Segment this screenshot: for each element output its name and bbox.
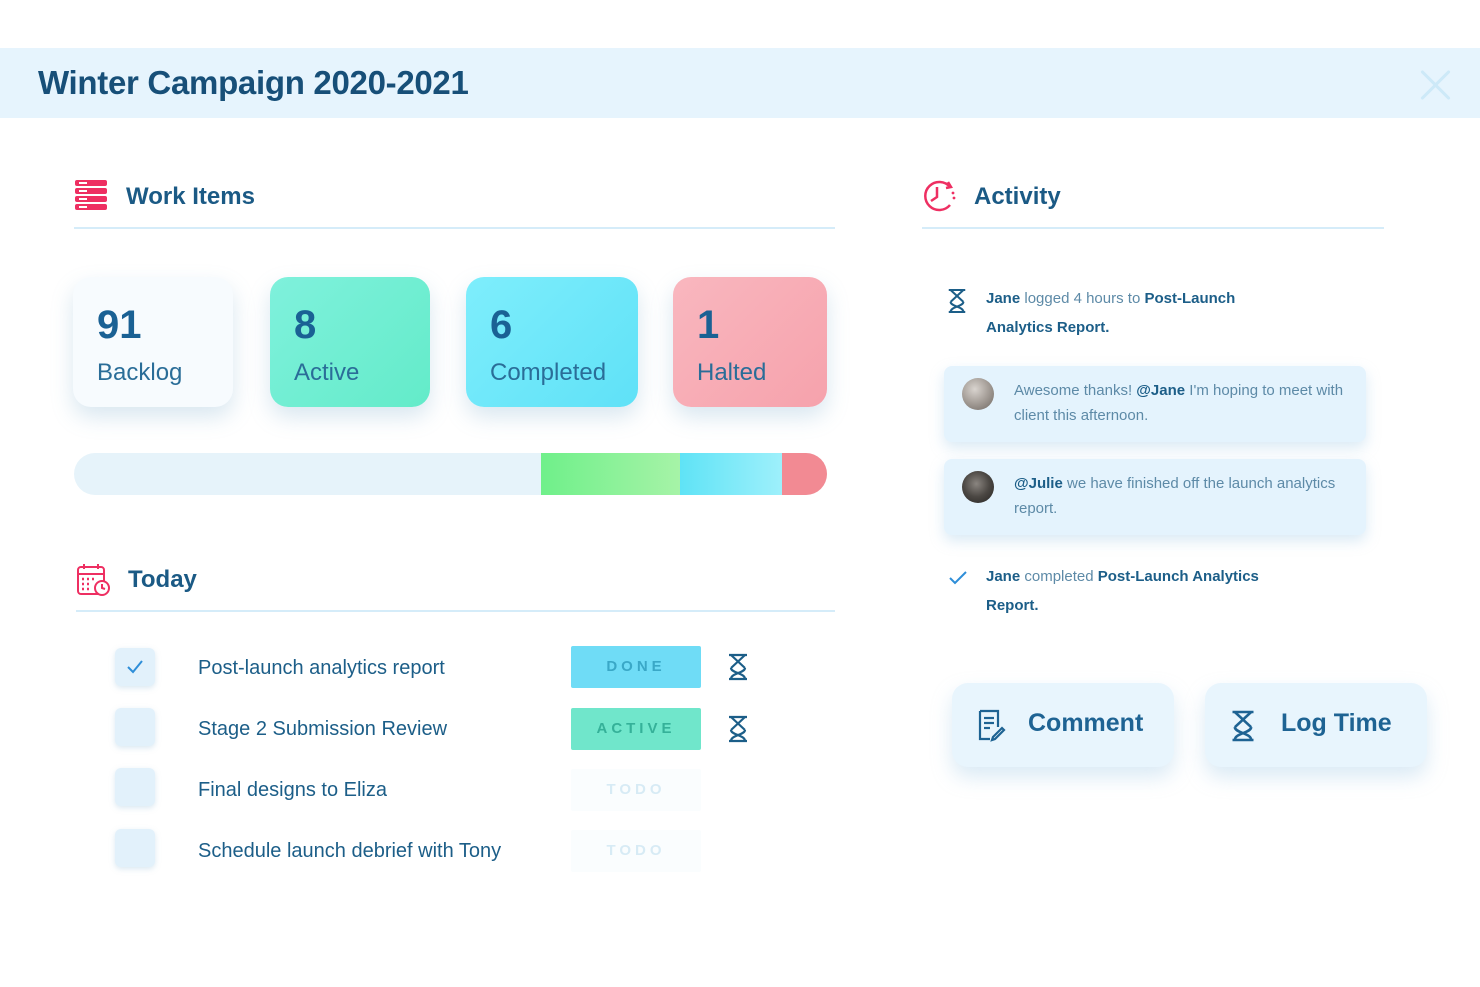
status-badge-todo[interactable]: TODO xyxy=(571,769,701,811)
stat-value: 8 xyxy=(294,303,317,347)
header-bar xyxy=(0,48,1480,118)
work-items-title: Work Items xyxy=(126,183,255,210)
task-label: Post-launch analytics report xyxy=(198,657,445,679)
activity-log-entry: Jane logged 4 hours to Post-Launch Analy… xyxy=(986,284,1286,342)
activity-text: logged 4 hours to xyxy=(1020,290,1145,307)
stat-card-active[interactable]: 8 Active xyxy=(270,277,430,407)
page-title: Winter Campaign 2020-2021 xyxy=(38,64,469,101)
comment-button-label: Comment xyxy=(1028,709,1144,737)
comment-button[interactable]: Comment xyxy=(952,683,1174,767)
activity-log-entry: Jane completed Post-Launch Analytics Rep… xyxy=(986,562,1306,620)
avatar[interactable] xyxy=(962,471,994,503)
today-divider xyxy=(76,610,835,612)
checkmark-icon xyxy=(127,660,143,674)
stat-value: 91 xyxy=(97,303,142,347)
activity-target[interactable]: Post-Launch Analytics Report. xyxy=(986,568,1259,614)
task-label: Final designs to Eliza xyxy=(198,779,387,801)
hourglass-icon xyxy=(1229,709,1257,748)
activity-target[interactable]: Post-Launch Analytics Report. xyxy=(986,290,1236,336)
stat-card-halted[interactable]: 1 Halted xyxy=(673,277,827,407)
stat-card-backlog[interactable]: 91 Backlog xyxy=(73,277,233,407)
activity-user[interactable]: Jane xyxy=(986,290,1021,307)
hourglass-icon xyxy=(946,288,968,319)
progress-segment-active xyxy=(540,453,681,495)
comment-bubble: Awesome thanks! @Jane I'm hoping to meet… xyxy=(944,366,1366,442)
work-items-icon xyxy=(74,178,110,214)
status-badge-todo[interactable]: TODO xyxy=(571,830,701,872)
activity-text: completed xyxy=(1020,568,1098,585)
task-checkbox[interactable] xyxy=(115,768,155,806)
stat-card-completed[interactable]: 6 Completed xyxy=(466,277,638,407)
task-checkbox[interactable] xyxy=(115,829,155,867)
progress-segment-completed xyxy=(680,453,782,495)
calendar-icon xyxy=(76,562,112,598)
comment-text: Awesome thanks! @Jane I'm hoping to meet… xyxy=(1014,378,1344,428)
checkmark-icon xyxy=(948,570,968,591)
log-time-button-label: Log Time xyxy=(1281,709,1392,737)
log-time-button[interactable]: Log Time xyxy=(1205,683,1427,767)
comment-doc-icon xyxy=(976,709,1006,748)
close-icon[interactable] xyxy=(1418,68,1452,102)
stat-label: Active xyxy=(294,359,360,386)
today-title: Today xyxy=(128,566,197,593)
comment-text: @Julie we have finished off the launch a… xyxy=(1014,471,1344,521)
mention[interactable]: @Jane xyxy=(1136,382,1186,399)
task-label: Schedule launch debrief with Tony xyxy=(198,840,502,862)
comment-text-post: I'm hoping to meet with client this afte… xyxy=(1014,382,1344,424)
comment-text-pre: Awesome thanks! xyxy=(1014,382,1137,399)
stat-label: Completed xyxy=(490,359,607,386)
hourglass-icon[interactable] xyxy=(726,715,750,748)
status-badge-done[interactable]: DONE xyxy=(571,646,701,688)
task-checkbox-checked[interactable] xyxy=(115,648,155,686)
hourglass-icon[interactable] xyxy=(726,653,750,686)
activity-title: Activity xyxy=(974,183,1061,210)
activity-divider xyxy=(922,227,1384,229)
stat-value: 6 xyxy=(490,303,513,347)
work-items-divider xyxy=(74,227,835,229)
comment-bubble: @Julie we have finished off the launch a… xyxy=(944,459,1366,535)
task-label: Stage 2 Submission Review xyxy=(198,718,448,740)
status-badge-active[interactable]: ACTIVE xyxy=(571,708,701,750)
work-items-progress-bar xyxy=(74,453,827,495)
mention[interactable]: @Julie xyxy=(1014,475,1063,492)
activity-user[interactable]: Jane xyxy=(986,568,1021,585)
task-checkbox[interactable] xyxy=(115,708,155,746)
stat-label: Backlog xyxy=(97,359,183,386)
avatar[interactable] xyxy=(962,378,994,410)
activity-clock-icon xyxy=(920,177,958,215)
stat-value: 1 xyxy=(697,303,720,347)
stat-label: Halted xyxy=(697,359,767,386)
comment-text-post: we have finished off the launch analytic… xyxy=(1014,475,1336,517)
progress-segment-halted xyxy=(781,453,827,495)
